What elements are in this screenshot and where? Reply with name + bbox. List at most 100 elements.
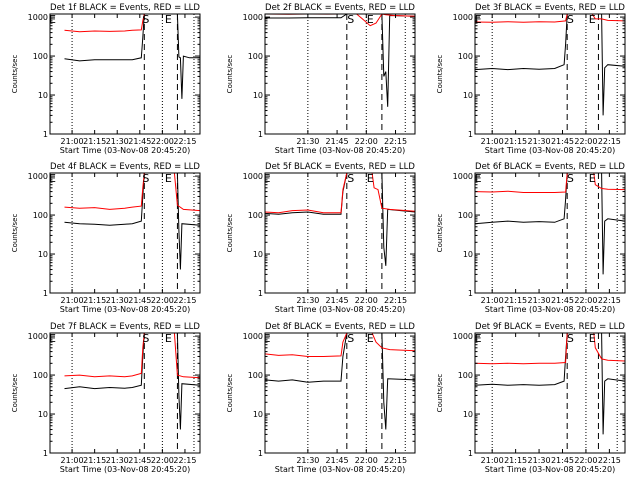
panel-1-series-black-line: [64, 13, 200, 99]
panel-4-series-red-line: [64, 172, 201, 212]
panel-4-y-tick-label: 10: [38, 250, 48, 259]
panel-4-x-axis-label: Start Time (03-Nov-08 20:45:20): [60, 305, 190, 314]
panel-1-title: Det 1f BLACK = Events, RED = LLD: [50, 3, 200, 13]
panel-7-axes-box: [49, 332, 201, 454]
panel-9-marker-E: E: [589, 332, 596, 345]
panel-9-series-red-line: [474, 332, 626, 365]
panel-9-y-tick-label: 1000: [453, 332, 473, 341]
panel-2-x-tick-label: 21:45: [326, 137, 349, 146]
panel-3-x-tick-label: 21:15: [504, 137, 527, 146]
panel-3-y-tick-label: 10: [463, 91, 473, 100]
panel-3-x-tick-label: 21:30: [528, 137, 551, 146]
panel-4-x-tick-label: 21:45: [128, 296, 151, 305]
panel-8-axes-box: [264, 332, 416, 454]
panel-7-y-axis-label: Counts/sec: [11, 374, 19, 413]
panel-9-marker-E: E: [475, 332, 482, 345]
panel-5-y-tick-label: 10: [253, 250, 263, 259]
panel-7-marker-E: E: [165, 332, 172, 345]
panel-3-series-black-line: [474, 13, 626, 116]
panel-4-marker-E: E: [165, 172, 172, 185]
panel-9-axes-box: [474, 332, 626, 454]
panel-9-x-tick-label: 21:15: [504, 456, 527, 465]
panel-6-y-tick-label: 1: [468, 289, 473, 298]
panel-9-y-tick-label: 100: [458, 371, 473, 380]
panel-2-title: Det 2f BLACK = Events, RED = LLD: [265, 3, 415, 13]
panel-3-marker-S: S: [567, 13, 574, 26]
panel-2-y-tick-label: 1: [258, 130, 263, 139]
panel-8-y-tick-label: 100: [248, 371, 263, 380]
panel-5-x-axis-label: Start Time (03-Nov-08 20:45:20): [275, 305, 405, 314]
panel-1-x-tick-label: 22:15: [173, 137, 196, 146]
panel-8-x-tick-label: 22:00: [355, 456, 378, 465]
panel-1-marker-S: S: [142, 13, 149, 26]
panel-7-series-black-line: [64, 332, 201, 430]
panel-1-marker-E: E: [165, 13, 172, 26]
panel-8-x-tick-label: 22:15: [384, 456, 407, 465]
panel-2-x-tick-label: 21:30: [296, 137, 319, 146]
panel-8-series-black-line: [264, 332, 416, 430]
panel-7-y-tick-label: 1: [43, 449, 48, 458]
panel-2-y-tick-label: 10: [253, 91, 263, 100]
panel-4-marker-S: S: [142, 172, 149, 185]
panel-3-y-tick-label: 100: [458, 52, 473, 61]
panel-9-x-tick-label: 22:00: [574, 456, 597, 465]
panel-1-series-red-line: [64, 13, 169, 33]
panel-8-x-axis-label: Start Time (03-Nov-08 20:45:20): [275, 465, 405, 474]
panel-1-x-tick-label: 22:00: [151, 137, 174, 146]
panel-4-x-tick-label: 22:15: [173, 296, 196, 305]
panel-1-axes-box: [49, 13, 201, 135]
panel-5-x-tick-label: 22:00: [355, 296, 378, 305]
panel-5-x-tick-label: 22:15: [384, 296, 407, 305]
panel-4-x-tick-label: 21:15: [83, 296, 106, 305]
panel-4-title: Det 4f BLACK = Events, RED = LLD: [50, 162, 200, 172]
panel-1-x-tick-label: 21:00: [61, 137, 84, 146]
panel-4-series-black-line: [64, 172, 201, 270]
panel-6-y-axis-label: Counts/sec: [436, 214, 444, 253]
panel-6-marker-E: E: [475, 172, 482, 185]
panel-8-y-tick-label: 10: [253, 410, 263, 419]
panel-8-y-tick-label: 1000: [243, 332, 263, 341]
panel-5-y-tick-label: 1: [258, 289, 263, 298]
panel-8-y-axis-label: Counts/sec: [226, 374, 234, 413]
panel-9-x-axis-label: Start Time (03-Nov-08 20:45:20): [485, 465, 615, 474]
panel-6-marker-S: S: [567, 172, 574, 185]
panel-6-x-tick-label: 21:45: [551, 296, 574, 305]
panel-9-x-tick-label: 21:00: [481, 456, 504, 465]
panel-2-y-tick-label: 100: [248, 52, 263, 61]
panel-4-x-tick-label: 21:00: [61, 296, 84, 305]
panel-4-marker-E: E: [49, 172, 56, 185]
panel-5-axes-box: [264, 172, 416, 294]
panel-5-title: Det 5f BLACK = Events, RED = LLD: [265, 162, 415, 172]
panel-5-y-tick-label: 1000: [243, 172, 263, 181]
panel-7-x-tick-label: 21:30: [106, 456, 129, 465]
panel-3-axes-box: [474, 13, 626, 135]
panel-4-y-tick-label: 1000: [28, 172, 48, 181]
panel-1-marker-E: E: [49, 13, 56, 26]
panel-1-x-tick-label: 21:15: [83, 137, 106, 146]
panel-4-x-tick-label: 21:30: [106, 296, 129, 305]
panel-2-marker-S: S: [347, 13, 354, 26]
panel-1-y-tick-label: 1: [43, 130, 48, 139]
panel-6-series-black-line: [474, 172, 626, 275]
panel-6-y-tick-label: 1000: [453, 172, 473, 181]
panel-9-marker-S: S: [567, 332, 574, 345]
panel-4-y-axis-label: Counts/sec: [11, 214, 19, 253]
panel-4-y-tick-label: 100: [33, 211, 48, 220]
panel-4-x-tick-label: 22:00: [151, 296, 174, 305]
panel-3-y-tick-label: 1: [468, 130, 473, 139]
panel-3-x-tick-label: 22:00: [574, 137, 597, 146]
panel-1-x-axis-label: Start Time (03-Nov-08 20:45:20): [60, 146, 190, 155]
panel-1-x-tick-label: 21:30: [106, 137, 129, 146]
panel-3-x-tick-label: 21:45: [551, 137, 574, 146]
panel-3-x-tick-label: 21:00: [481, 137, 504, 146]
panel-8-marker-E: E: [367, 332, 374, 345]
panel-1-y-tick-label: 1000: [28, 13, 48, 22]
panel-7-marker-E: E: [49, 332, 56, 345]
panel-7-series-red-line: [64, 332, 201, 379]
panel-5-x-tick-label: 21:30: [296, 296, 319, 305]
panel-5-series-red-line: [264, 172, 416, 214]
panel-6-y-tick-label: 100: [458, 211, 473, 220]
panel-6-marker-E: E: [589, 172, 596, 185]
panel-1-x-tick-label: 21:45: [128, 137, 151, 146]
